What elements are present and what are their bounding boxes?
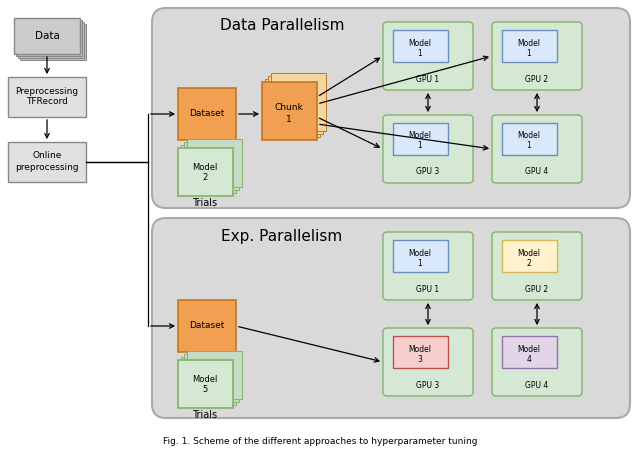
Text: 1: 1 [418, 142, 422, 150]
Text: 4: 4 [527, 355, 531, 364]
FancyBboxPatch shape [383, 22, 473, 90]
Text: Model: Model [408, 39, 431, 48]
Bar [16, 20, 82, 56]
Bar [502, 336, 557, 368]
Text: GPU 3: GPU 3 [417, 380, 440, 390]
FancyBboxPatch shape [152, 218, 630, 418]
Text: GPU 4: GPU 4 [525, 168, 548, 177]
Text: Model: Model [518, 132, 541, 140]
Bar [268, 76, 323, 134]
Text: Trials: Trials [193, 198, 218, 208]
Bar [393, 30, 448, 62]
FancyBboxPatch shape [152, 8, 630, 208]
Text: 1: 1 [418, 49, 422, 58]
Bar [181, 357, 236, 405]
FancyBboxPatch shape [383, 115, 473, 183]
Text: Dataset: Dataset [189, 321, 225, 331]
Text: Model: Model [518, 248, 541, 257]
Text: GPU 3: GPU 3 [417, 168, 440, 177]
Bar [187, 351, 242, 399]
Text: GPU 2: GPU 2 [525, 74, 548, 84]
FancyBboxPatch shape [492, 115, 582, 183]
Bar [502, 123, 557, 155]
Bar [178, 300, 236, 352]
FancyBboxPatch shape [492, 22, 582, 90]
FancyBboxPatch shape [383, 328, 473, 396]
Text: Exp. Parallelism: Exp. Parallelism [221, 228, 342, 243]
Text: 1: 1 [286, 114, 292, 123]
Text: Model: Model [192, 163, 218, 173]
Text: Dataset: Dataset [189, 109, 225, 118]
Text: 2: 2 [527, 258, 531, 267]
Text: Chunk: Chunk [275, 104, 303, 113]
Text: Fig. 1. Scheme of the different approaches to hyperparameter tuning: Fig. 1. Scheme of the different approach… [163, 438, 477, 446]
Text: preprocessing: preprocessing [15, 163, 79, 172]
Bar [393, 336, 448, 368]
Text: Model: Model [408, 345, 431, 354]
FancyBboxPatch shape [492, 232, 582, 300]
Bar [393, 240, 448, 272]
Text: Trials: Trials [193, 410, 218, 420]
Text: Model: Model [518, 345, 541, 354]
Bar [271, 73, 326, 131]
Text: Model: Model [518, 39, 541, 48]
Bar [187, 139, 242, 187]
Bar [393, 123, 448, 155]
Text: 2: 2 [202, 173, 207, 183]
Text: Model: Model [408, 248, 431, 257]
Bar [181, 145, 236, 193]
Text: 1: 1 [418, 258, 422, 267]
Text: Data Parallelism: Data Parallelism [220, 19, 344, 34]
Bar [502, 30, 557, 62]
Text: GPU 4: GPU 4 [525, 380, 548, 390]
Bar [14, 18, 80, 54]
Bar [8, 77, 86, 117]
Text: GPU 1: GPU 1 [417, 285, 440, 293]
Bar [178, 88, 236, 140]
FancyBboxPatch shape [492, 328, 582, 396]
Bar [20, 24, 86, 60]
Text: TFRecord: TFRecord [26, 98, 68, 107]
Bar [8, 142, 86, 182]
Bar [184, 142, 239, 190]
Bar [184, 354, 239, 402]
FancyBboxPatch shape [383, 232, 473, 300]
Text: Model: Model [408, 132, 431, 140]
Text: Data: Data [35, 31, 60, 41]
Text: Preprocessing: Preprocessing [15, 87, 79, 95]
Text: Model: Model [192, 375, 218, 385]
Text: GPU 1: GPU 1 [417, 74, 440, 84]
Bar [265, 79, 320, 137]
Bar [18, 22, 84, 58]
Bar [178, 148, 233, 196]
Bar [262, 82, 317, 140]
Text: GPU 2: GPU 2 [525, 285, 548, 293]
Bar [502, 240, 557, 272]
Bar [178, 360, 233, 408]
Text: 1: 1 [527, 142, 531, 150]
Text: 3: 3 [417, 355, 422, 364]
Text: 1: 1 [527, 49, 531, 58]
Text: 5: 5 [202, 385, 207, 395]
Text: Online: Online [32, 152, 61, 161]
